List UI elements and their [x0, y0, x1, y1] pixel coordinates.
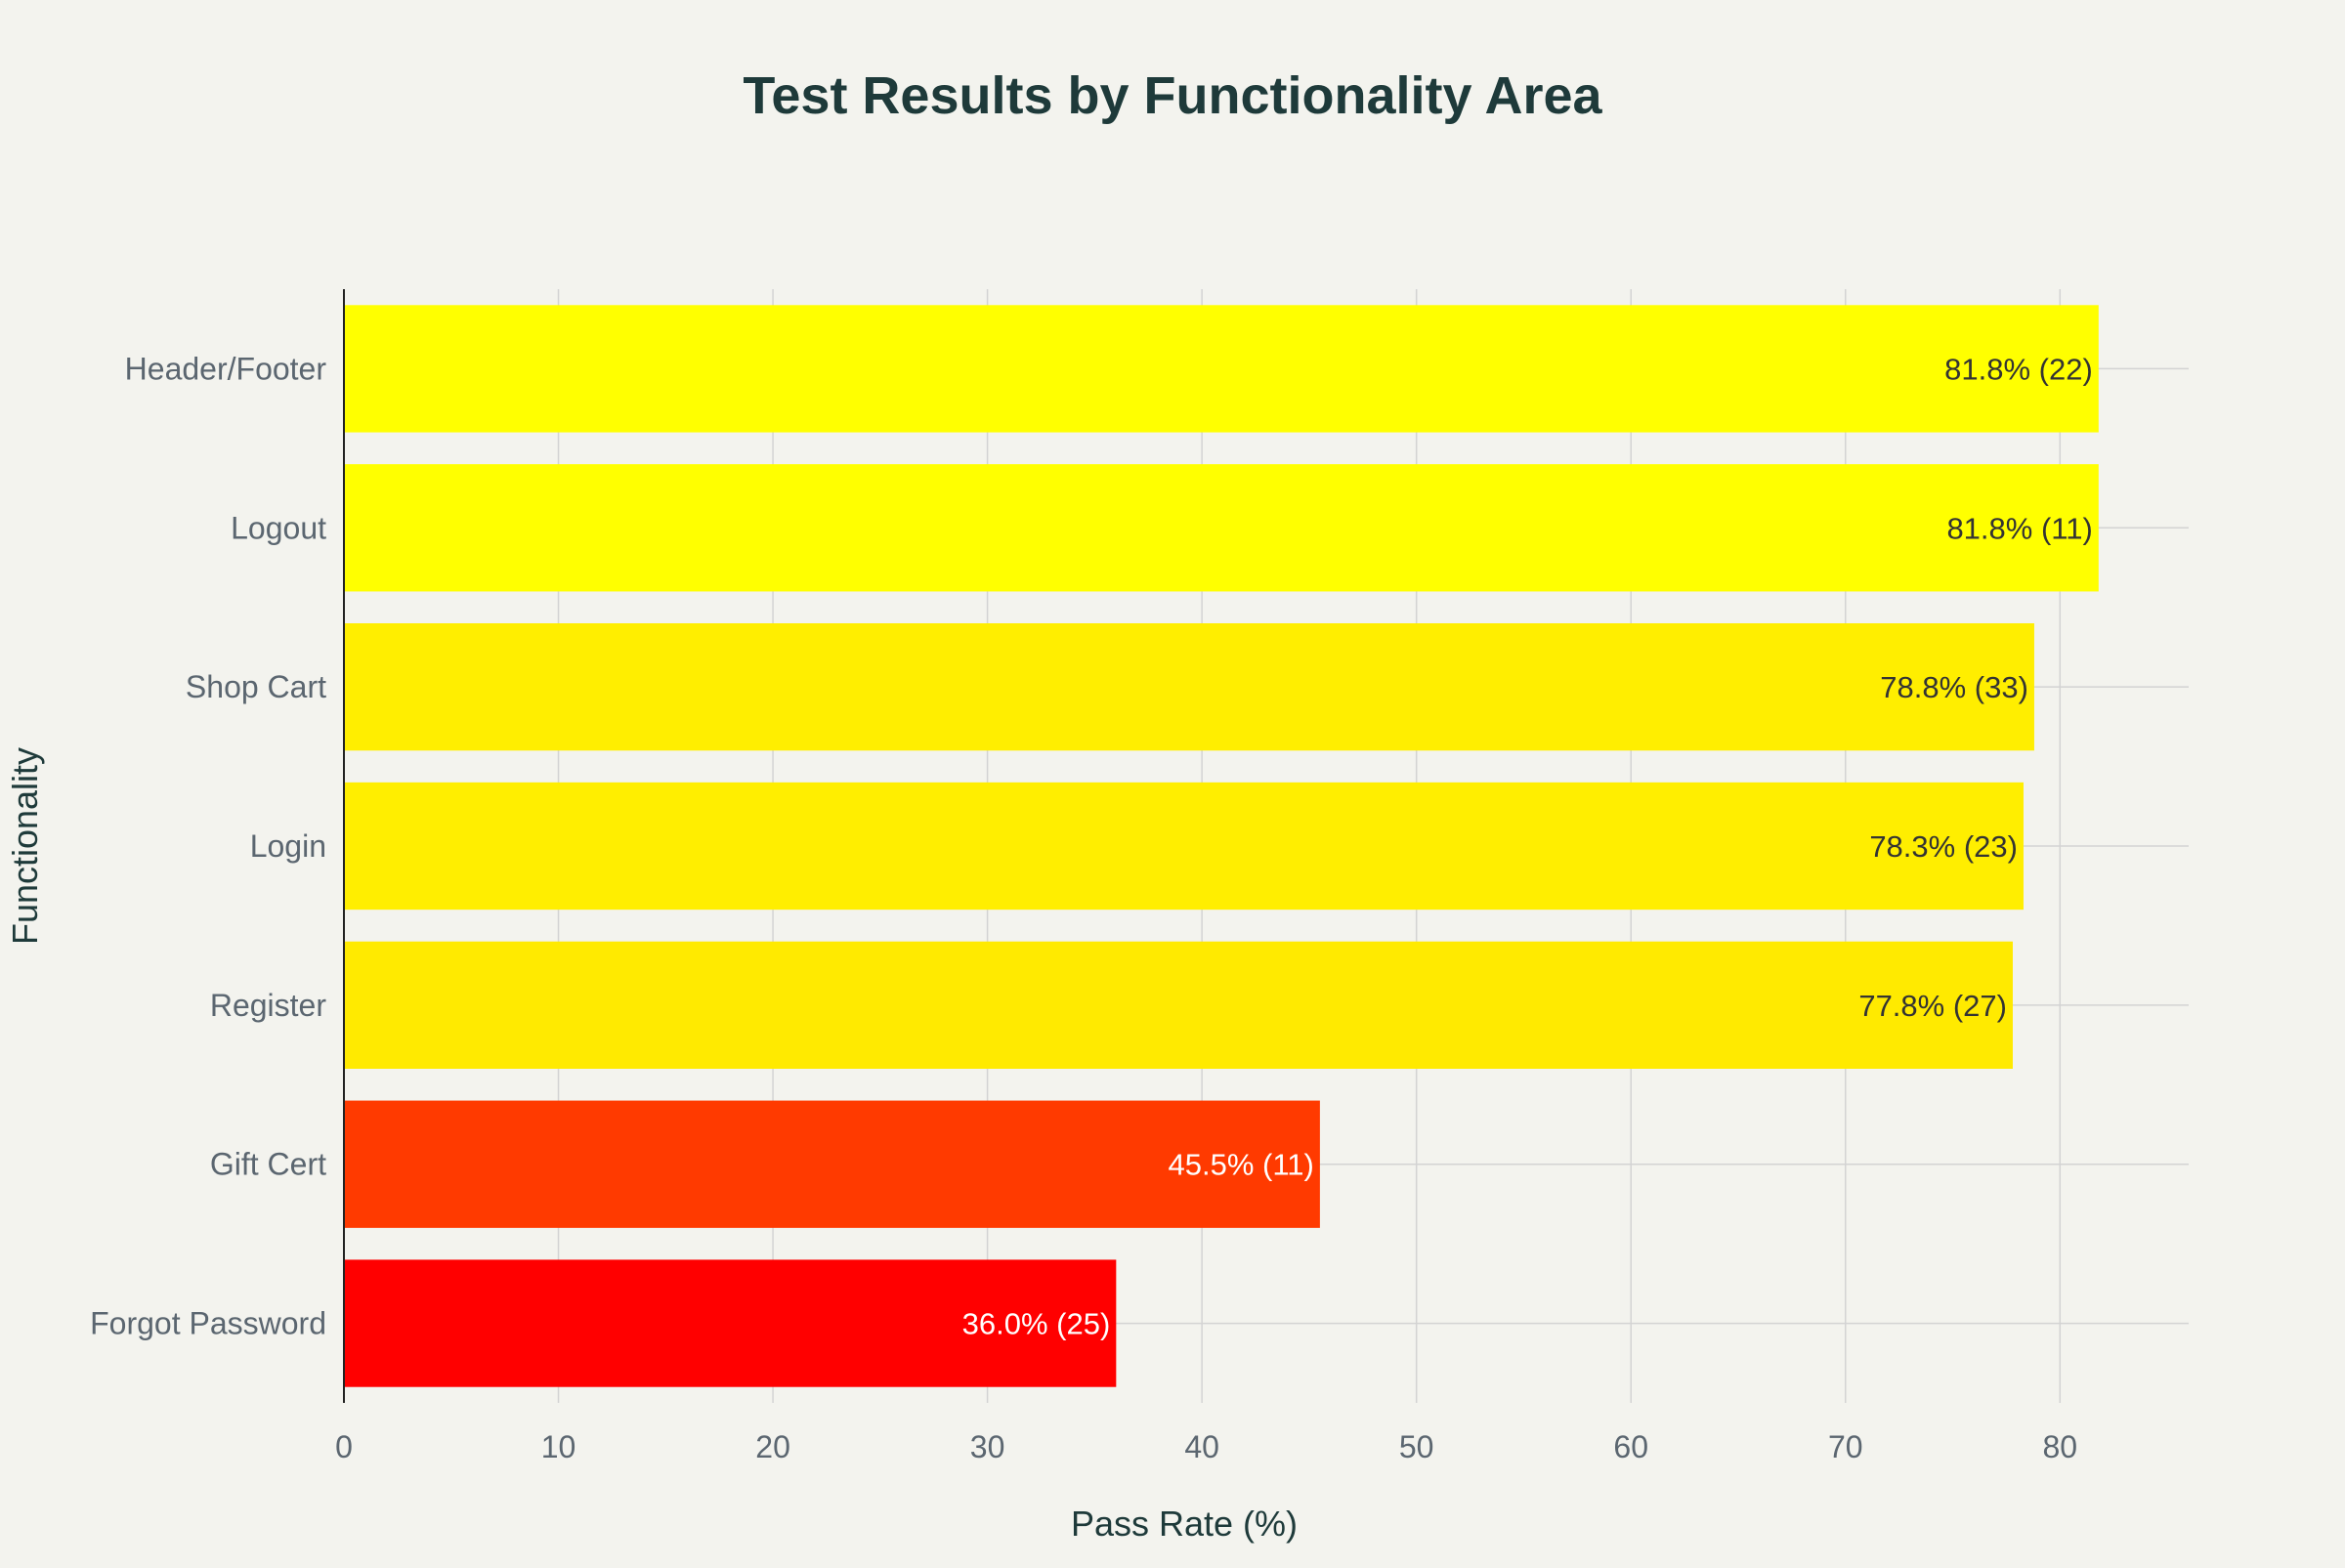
bar-data-label: 81.8% (11)	[1946, 511, 2092, 545]
x-axis-title: Pass Rate (%)	[1071, 1504, 1298, 1544]
x-tick-label: 80	[2042, 1429, 2077, 1464]
y-tick-labels: Header/Footer Logout Shop Cart Login Registe…	[90, 351, 326, 1340]
y-tick-label: Login	[250, 828, 326, 864]
x-tick-labels: 0 10 20 30 40 50 60 70 80	[335, 1429, 2077, 1464]
bar-data-label: 45.5% (11)	[1169, 1148, 1314, 1182]
x-tick-label: 10	[541, 1429, 576, 1464]
bar-labels: 81.8% (22) 81.8% (11) 78.8% (33) 78.3% (23)…	[962, 352, 2093, 1340]
bar-data-label: 78.8% (33)	[1880, 670, 2028, 704]
x-tick-label: 40	[1184, 1429, 1219, 1464]
bar	[344, 941, 2013, 1069]
x-tick-label: 0	[335, 1429, 353, 1464]
y-tick-label: Shop Cart	[186, 669, 326, 704]
x-tick-label: 60	[1613, 1429, 1648, 1464]
y-tick-label: Forgot Password	[90, 1306, 326, 1341]
bars	[344, 305, 2099, 1387]
y-tick-label: Logout	[231, 510, 326, 545]
bar	[344, 782, 2024, 911]
bar	[344, 1259, 1117, 1387]
chart-title: Test Results by Functionality Area	[743, 66, 1602, 125]
x-tick-label: 20	[755, 1429, 790, 1464]
y-tick-label: Register	[210, 988, 327, 1023]
x-tick-label: 50	[1399, 1429, 1434, 1464]
bar	[344, 464, 2099, 592]
bar-data-label: 77.8% (27)	[1858, 989, 2007, 1023]
bar	[344, 1100, 1320, 1228]
bar-data-label: 36.0% (25)	[962, 1307, 1111, 1341]
bar	[344, 623, 2034, 751]
x-tick-label: 30	[970, 1429, 1005, 1464]
y-tick-label: Gift Cert	[210, 1147, 326, 1182]
y-axis-title: Functionality	[5, 747, 45, 945]
y-tick-label: Header/Footer	[125, 351, 327, 386]
bar-data-label: 78.3% (23)	[1869, 829, 2018, 864]
bar-data-label: 81.8% (22)	[1944, 352, 2093, 386]
bar	[344, 305, 2099, 433]
x-tick-label: 70	[1828, 1429, 1863, 1464]
